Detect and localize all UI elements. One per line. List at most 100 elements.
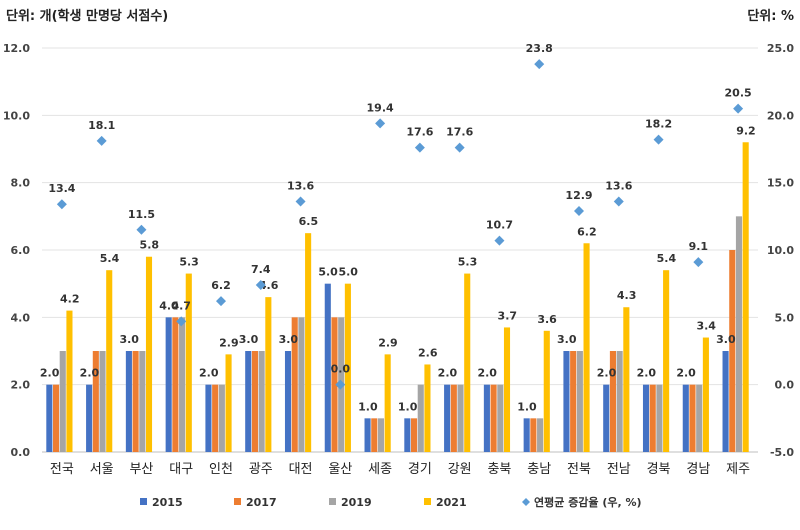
bar-label-2021: 5.3 bbox=[458, 256, 478, 269]
legend-label: 2017 bbox=[246, 496, 277, 509]
bar-label-2021: 5.8 bbox=[140, 239, 160, 252]
bar-label-2021: 4.2 bbox=[60, 293, 80, 306]
legend-label: 2019 bbox=[341, 496, 372, 509]
bar-label-2015: 2.0 bbox=[597, 367, 617, 380]
rate-label: 6.2 bbox=[211, 279, 231, 292]
bar-label-2021: 4.3 bbox=[617, 289, 637, 302]
bar-label-2021: 6.2 bbox=[577, 225, 597, 238]
bar-2021-9 bbox=[424, 364, 431, 452]
bar-2015-7 bbox=[324, 283, 331, 452]
category-label: 충북 bbox=[487, 462, 511, 477]
category-label: 강원 bbox=[448, 462, 472, 477]
y-right-tick: 10.0 bbox=[767, 244, 794, 257]
rate-point-3 bbox=[176, 316, 187, 327]
y-left-tick: 10.0 bbox=[3, 109, 30, 122]
bar-2017-8 bbox=[371, 418, 378, 452]
category-label: 부산 bbox=[129, 462, 153, 477]
bar-label-2015: 2.0 bbox=[477, 367, 497, 380]
category-label: 전북 bbox=[567, 462, 591, 477]
bar-label-2015: 5.0 bbox=[318, 266, 338, 279]
bar-label-2015: 1.0 bbox=[358, 400, 378, 413]
bar-2019-12 bbox=[537, 418, 544, 452]
bar-2015-10 bbox=[444, 384, 451, 452]
rate-point-2 bbox=[136, 224, 147, 235]
bar-2017-14 bbox=[609, 351, 616, 452]
bar-2015-0 bbox=[46, 384, 53, 452]
legend-marker bbox=[522, 498, 530, 506]
category-label: 제주 bbox=[726, 462, 750, 477]
category-label: 전남 bbox=[607, 462, 631, 477]
bar-2021-6 bbox=[305, 233, 312, 452]
bar-label-2021: 3.6 bbox=[537, 313, 557, 326]
rate-point-11 bbox=[494, 235, 505, 246]
bar-2015-9 bbox=[404, 418, 411, 452]
bar-2021-8 bbox=[384, 354, 391, 452]
bar-label-2021: 2.9 bbox=[219, 336, 239, 349]
bar-label-2021: 6.5 bbox=[299, 215, 319, 228]
bar-2017-11 bbox=[490, 384, 497, 452]
bar-2019-3 bbox=[179, 317, 186, 452]
bars bbox=[46, 142, 749, 452]
bar-label-2015: 4.0 bbox=[159, 299, 179, 312]
rate-point-9 bbox=[414, 142, 425, 153]
bar-2015-12 bbox=[523, 418, 530, 452]
rate-label: 13.6 bbox=[605, 180, 632, 193]
rate-point-10 bbox=[454, 142, 465, 153]
rate-labels: 13.4 18.1 11.5 4.7 6.2 7.4 13.6 0.0 19.4 17.6 17.6… bbox=[48, 42, 751, 376]
bar-2021-0 bbox=[66, 310, 73, 452]
bar-label-2015: 3.0 bbox=[119, 333, 139, 346]
bar-2021-16 bbox=[702, 337, 709, 452]
bar-label-2015: 2.0 bbox=[637, 367, 657, 380]
bar-label-2015: 3.0 bbox=[279, 333, 299, 346]
bar-2021-12 bbox=[543, 330, 550, 452]
bar-2019-9 bbox=[417, 384, 424, 452]
bar-2017-5 bbox=[251, 351, 258, 452]
bar-label-2021: 5.0 bbox=[338, 266, 358, 279]
bar-label-2021: 3.4 bbox=[696, 320, 716, 333]
rate-point-15 bbox=[653, 134, 664, 145]
rate-label: 11.5 bbox=[128, 208, 155, 221]
rate-point-16 bbox=[693, 257, 704, 268]
bar-2021-14 bbox=[623, 307, 630, 452]
legend-label: 연평균 증감율 (우, %) bbox=[534, 495, 642, 509]
bar-2019-0 bbox=[59, 351, 66, 452]
rate-label: 9.1 bbox=[689, 240, 709, 253]
rate-label: 0.0 bbox=[331, 363, 351, 376]
bar-2015-15 bbox=[642, 384, 650, 452]
bar-label-2015: 2.0 bbox=[438, 367, 458, 380]
y-right-tick: -5.0 bbox=[770, 446, 794, 459]
bar-2017-4 bbox=[212, 384, 219, 452]
bar-2017-15 bbox=[649, 384, 656, 452]
bar-2019-17 bbox=[735, 216, 743, 452]
bar-2015-17 bbox=[722, 351, 729, 452]
rate-point-12 bbox=[534, 59, 545, 70]
bar-label-2021: 3.7 bbox=[498, 309, 518, 322]
rate-point-7 bbox=[335, 379, 346, 390]
bar-label-2021: 5.3 bbox=[179, 256, 199, 269]
bar-2015-13 bbox=[563, 351, 570, 452]
bar-2019-5 bbox=[258, 351, 265, 452]
rate-point-14 bbox=[613, 196, 624, 207]
right-unit-label: 단위: % bbox=[747, 8, 794, 24]
bar-label-2015: 3.0 bbox=[239, 333, 259, 346]
rate-label: 17.6 bbox=[406, 126, 433, 139]
bar-2021-11 bbox=[503, 327, 511, 452]
bar-label-2021: 2.9 bbox=[378, 336, 398, 349]
bar-2017-0 bbox=[53, 384, 60, 452]
rate-point-1 bbox=[96, 135, 107, 146]
rate-point-4 bbox=[216, 296, 226, 307]
bar-2019-13 bbox=[576, 351, 583, 452]
bar-2017-10 bbox=[450, 384, 457, 452]
bar-labels: 2.04.22.05.43.05.84.05.32.02.9 3.04.63.06… bbox=[40, 124, 756, 413]
category-label: 대전 bbox=[289, 462, 313, 477]
legend-label: 2015 bbox=[152, 496, 183, 509]
bar-2015-2 bbox=[125, 351, 132, 452]
bar-2019-8 bbox=[377, 418, 385, 452]
category-label: 광주 bbox=[249, 462, 273, 477]
bar-2017-12 bbox=[530, 418, 537, 452]
rate-point-17 bbox=[733, 103, 744, 114]
category-labels: 전국 서울 부산 대구 인천 광주 대전 울산 세종 경기 강원 충북 충남 전북 전남 경북 경남 제주 bbox=[50, 462, 750, 477]
bar-label-2015: 2.0 bbox=[199, 367, 219, 380]
rate-point-8 bbox=[375, 118, 386, 129]
bar-2019-4 bbox=[218, 384, 225, 452]
